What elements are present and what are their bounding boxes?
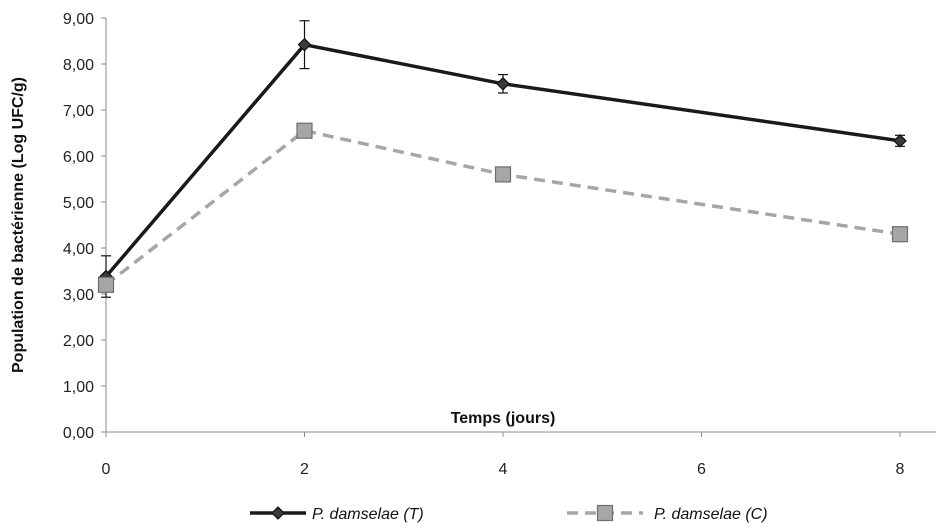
legend-label-series-2: P. damselae (C) [654, 506, 768, 523]
data-point [496, 76, 510, 91]
series-layer [97, 20, 909, 298]
x-tick-label: 0 [102, 461, 111, 478]
y-tick-label: 9,00 [63, 11, 94, 28]
series-1-line [104, 42, 901, 278]
series-1 [99, 20, 907, 298]
y-tick-label: 5,00 [63, 195, 94, 212]
y-tick-label: 7,00 [63, 103, 94, 120]
series-2 [97, 122, 909, 293]
data-point [891, 226, 909, 243]
y-axis-ticks: 0,00 1,00 2,00 3,00 4,00 5,00 6,00 7,00 8,00 9,00 [63, 11, 106, 442]
y-tick-label: 2,00 [63, 333, 94, 350]
legend-label-series-1: P. damselae (T) [312, 506, 424, 523]
series-2-line [104, 128, 901, 287]
legend: P. damselae (T) P. damselae (C) [250, 504, 768, 523]
y-tick-label: 1,00 [63, 379, 94, 396]
legend-swatch-marker [271, 506, 285, 520]
y-axis-label: Population de bactérienne (Log UFC/g) [10, 77, 27, 373]
legend-swatch-marker [596, 504, 614, 522]
x-tick-label: 2 [300, 461, 309, 478]
y-tick-label: 0,00 [63, 425, 94, 442]
x-tick-label: 4 [499, 461, 508, 478]
y-tick-label: 3,00 [63, 287, 94, 304]
data-point [494, 166, 512, 183]
y-tick-label: 6,00 [63, 149, 94, 166]
data-point [97, 276, 115, 293]
y-tick-label: 4,00 [63, 241, 94, 258]
x-axis-ticks: 0 2 4 6 8 [102, 432, 905, 478]
x-axis-label: Temps (jours) [451, 410, 556, 427]
axes [105, 18, 936, 433]
data-point [893, 133, 907, 148]
legend-entry-series-2: P. damselae (C) [567, 504, 768, 523]
y-tick-label: 8,00 [63, 57, 94, 74]
data-point [297, 37, 312, 52]
x-tick-label: 6 [697, 461, 706, 478]
data-point [296, 122, 313, 139]
legend-entry-series-1: P. damselae (T) [250, 506, 424, 523]
x-tick-label: 8 [896, 461, 905, 478]
